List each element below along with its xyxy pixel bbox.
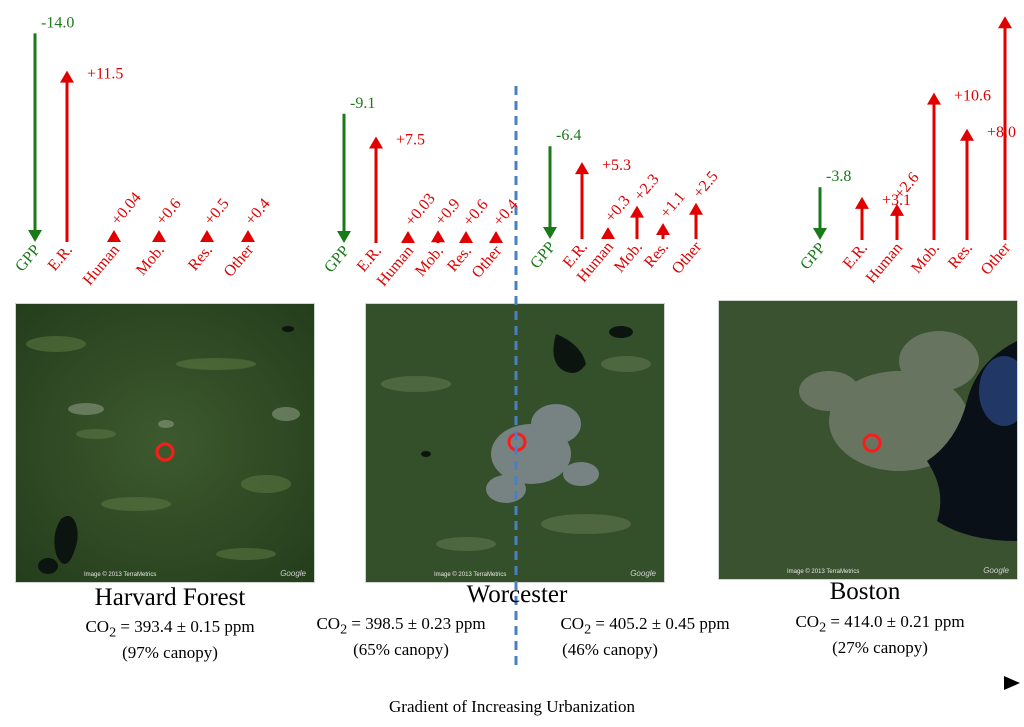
- worcester-west-mob-arrowhead-icon: [431, 230, 445, 243]
- worcester-east-other-flux: +2.5 Other: [669, 168, 722, 277]
- worcester-east-gpp-label: GPP: [527, 239, 559, 272]
- worcester-west-canopy: (65% canopy): [353, 640, 449, 659]
- harvard-gpp-label: GPP: [12, 242, 44, 275]
- worcester-east-gpp-value: -6.4: [556, 127, 581, 144]
- harvard-gpp-flux: -14.0 GPP: [12, 14, 74, 275]
- boston-er-value: +3.1: [882, 192, 911, 209]
- boston-er-label: E.R.: [840, 240, 871, 273]
- boston-mob-value: +10.6: [954, 88, 991, 105]
- worcester-east-other-arrowhead-icon: [689, 202, 703, 215]
- harvard-google-logo: Google: [280, 569, 306, 578]
- boston-co2-reading: CO2 = 414.0 ± 0.21 ppm: [795, 612, 965, 636]
- urbanization-arrowhead-icon: [1004, 676, 1020, 690]
- boston-gpp-label: GPP: [797, 240, 829, 273]
- boston-other-flux: +16.1Other: [978, 16, 1015, 278]
- harvard-canopy: (97% canopy): [122, 643, 218, 662]
- worcester-west-human-value: +0.03: [402, 190, 439, 229]
- harvard-co2-reading: CO2 = 393.4 ± 0.15 ppm: [85, 617, 255, 641]
- worcester-west-er-value: +7.5: [396, 132, 425, 149]
- harvard-er-label: E.R.: [45, 242, 76, 275]
- worcester-east-gpp-arrowhead-icon: [543, 227, 557, 239]
- urbanization-gradient-caption: Gradient of Increasing Urbanization: [389, 697, 635, 716]
- harvard-mob-flux: +0.6 Mob.: [133, 195, 185, 278]
- boston-human-arrowhead-icon: [890, 203, 904, 216]
- boston-google-logo: Google: [983, 566, 1009, 575]
- harvard-forest-map: [16, 304, 314, 582]
- worcester-satellite-image: Image © 2013 TerraMetrics Google: [365, 303, 665, 583]
- worcester-east-co2-reading: CO2 = 405.2 ± 0.45 ppm: [560, 614, 730, 638]
- harvard-forest-title: Harvard Forest: [94, 584, 246, 611]
- worcester-east-res-label: Res.: [641, 239, 672, 271]
- harvard-gpp-arrowhead-icon: [28, 230, 42, 242]
- boston-map: [719, 301, 1017, 579]
- harvard-human-value: +0.04: [108, 189, 145, 228]
- worcester-east-er-value: +5.3: [602, 157, 631, 174]
- boston-other-label: Other: [978, 239, 1015, 278]
- worcester-east-other-value: +2.5: [690, 168, 722, 201]
- worcester-west-human-arrowhead-icon: [401, 231, 415, 243]
- boston-canopy: (27% canopy): [832, 638, 928, 657]
- worcester-west-gpp-label: GPP: [321, 243, 353, 276]
- worcester-west-mob-label: Mob.: [412, 243, 447, 280]
- worcester-west-gpp-value: -9.1: [350, 95, 375, 112]
- boston-other-arrowhead-icon: [998, 16, 1012, 29]
- worcester-east-human-arrowhead-icon: [601, 227, 615, 239]
- harvard-mob-value: +0.6: [153, 195, 185, 228]
- worcester-west-er-arrowhead-icon: [369, 136, 383, 149]
- boston-mob-arrowhead-icon: [927, 92, 941, 105]
- worcester-east-res-value: +1.1: [657, 188, 689, 221]
- harvard-human-label: Human: [80, 242, 123, 289]
- worcester-west-co2-reading: CO2 = 398.5 ± 0.23 ppm: [316, 614, 486, 638]
- boston-res-label: Res.: [945, 240, 976, 272]
- harvard-other-label: Other: [221, 241, 258, 280]
- worcester-east-mob-label: Mob.: [611, 239, 646, 276]
- worcester-google-logo: Google: [630, 569, 656, 578]
- harvard-other-arrowhead-icon: [241, 230, 255, 242]
- worcester-map: [366, 304, 664, 582]
- harvard-forest-satellite-image: Image © 2013 TerraMetrics Google: [15, 303, 315, 583]
- boston-gpp-arrowhead-icon: [813, 228, 827, 240]
- boston-gpp-flux: -3.8 GPP: [797, 168, 851, 273]
- harvard-human-arrowhead-icon: [107, 230, 121, 242]
- harvard-res-arrowhead-icon: [200, 230, 214, 242]
- harvard-er-value: +11.5: [87, 66, 123, 83]
- harvard-gpp-value: -14.0: [41, 14, 74, 31]
- harvard-er-arrowhead-icon: [60, 70, 74, 83]
- harvard-res-value: +0.5: [201, 195, 233, 228]
- harvard-mob-label: Mob.: [133, 242, 168, 279]
- worcester-east-res-arrowhead-icon: [656, 223, 670, 236]
- harvard-site-marker: [155, 442, 175, 462]
- harvard-image-credit: Image © 2013 TerraMetrics: [84, 572, 157, 578]
- boston-image-credit: Image © 2013 TerraMetrics: [787, 569, 860, 575]
- boston-gpp-value: -3.8: [826, 168, 851, 185]
- worcester-west-other-label: Other: [469, 242, 506, 281]
- boston-mob-label: Mob.: [908, 240, 943, 277]
- boston-er-arrowhead-icon: [855, 196, 869, 209]
- harvard-other-value: +0.4: [242, 195, 274, 228]
- boston-res-arrowhead-icon: [960, 128, 974, 141]
- harvard-mob-arrowhead-icon: [152, 230, 166, 242]
- worcester-east-er-arrowhead-icon: [575, 162, 589, 175]
- worcester-west-res-value: +0.6: [460, 196, 492, 229]
- worcester-east-other-label: Other: [669, 238, 706, 277]
- worcester-image-credit: Image © 2013 TerraMetrics: [434, 572, 507, 578]
- boston-res-value: +8.0: [987, 124, 1016, 141]
- worcester-east-canopy: (46% canopy): [562, 640, 658, 659]
- worcester-east-human-value: +0.3: [602, 192, 634, 225]
- harvard-human-flux: +0.04 Human: [80, 189, 145, 288]
- worcester-west-gpp-arrowhead-icon: [337, 231, 351, 243]
- boston-satellite-image: Image © 2013 TerraMetrics Google: [718, 300, 1018, 580]
- harvard-res-label: Res.: [185, 242, 216, 274]
- boston-site-marker: [862, 433, 882, 453]
- worcester-east-mob-arrowhead-icon: [630, 205, 644, 218]
- worcester-west-other-arrowhead-icon: [489, 231, 503, 243]
- boston-title: Boston: [829, 578, 901, 605]
- boston-human-label: Human: [863, 240, 906, 287]
- worcester-title: Worcester: [466, 581, 568, 608]
- worcester-east-mob-value: +2.3: [631, 171, 663, 204]
- worcester-west-res-arrowhead-icon: [459, 231, 473, 243]
